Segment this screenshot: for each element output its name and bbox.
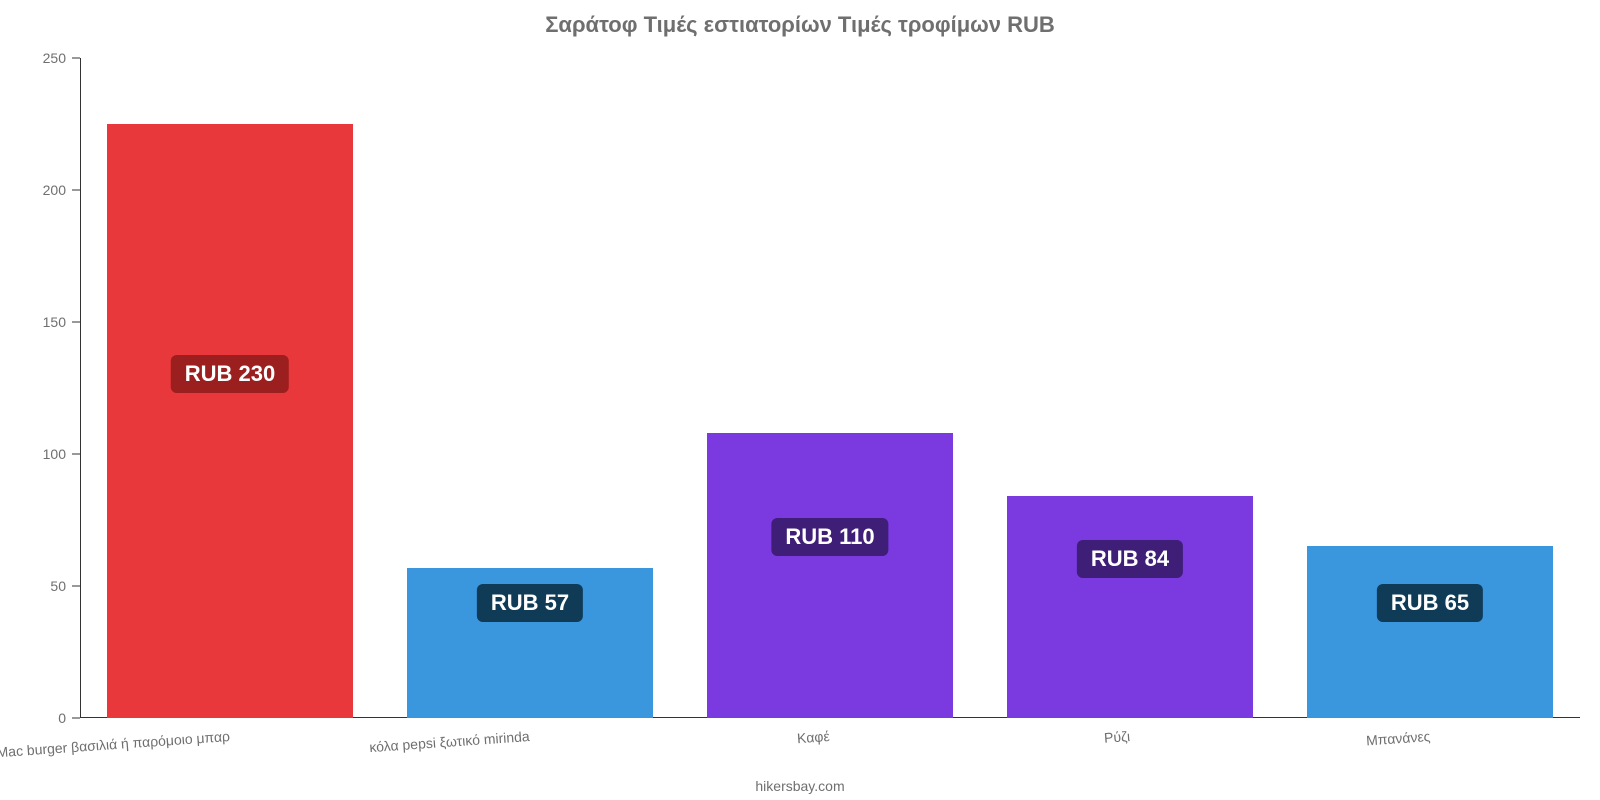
ytick-label: 50 xyxy=(16,578,66,594)
value-badge: RUB 110 xyxy=(771,518,888,556)
ytick-mark xyxy=(72,586,80,587)
ytick-label: 0 xyxy=(16,710,66,726)
ytick-label: 200 xyxy=(16,182,66,198)
xtick-label: Ρύζι xyxy=(1103,728,1130,746)
value-badge: RUB 84 xyxy=(1077,540,1183,578)
ytick-label: 150 xyxy=(16,314,66,330)
ytick-mark xyxy=(72,454,80,455)
bar xyxy=(1007,496,1253,718)
value-badge: RUB 230 xyxy=(171,355,289,393)
bar xyxy=(1307,546,1553,718)
xtick-label: Mac burger βασιλιά ή παρόμοιο μπαρ xyxy=(0,728,231,760)
xtick-label: κόλα pepsi ξωτικό mirinda xyxy=(369,728,530,755)
chart-title: Σαράτοφ Τιμές εστιατορίων Τιμές τροφίμων… xyxy=(0,0,1600,38)
xtick-label: Μπανάνες xyxy=(1365,728,1430,748)
value-badge: RUB 57 xyxy=(477,584,583,622)
ytick-mark xyxy=(72,58,80,59)
ytick-mark xyxy=(72,190,80,191)
ytick-mark xyxy=(72,718,80,719)
ytick-label: 250 xyxy=(16,50,66,66)
bar xyxy=(707,433,953,718)
ytick-mark xyxy=(72,322,80,323)
bar xyxy=(107,124,353,718)
plot-area: 050100150200250RUB 230Mac burger βασιλιά… xyxy=(80,58,1580,718)
ytick-label: 100 xyxy=(16,446,66,462)
xtick-label: Καφέ xyxy=(797,728,831,746)
value-badge: RUB 65 xyxy=(1377,584,1483,622)
y-axis-line xyxy=(80,58,81,718)
attribution-text: hikersbay.com xyxy=(755,778,844,794)
bar-chart: Σαράτοφ Τιμές εστιατορίων Τιμές τροφίμων… xyxy=(0,0,1600,800)
